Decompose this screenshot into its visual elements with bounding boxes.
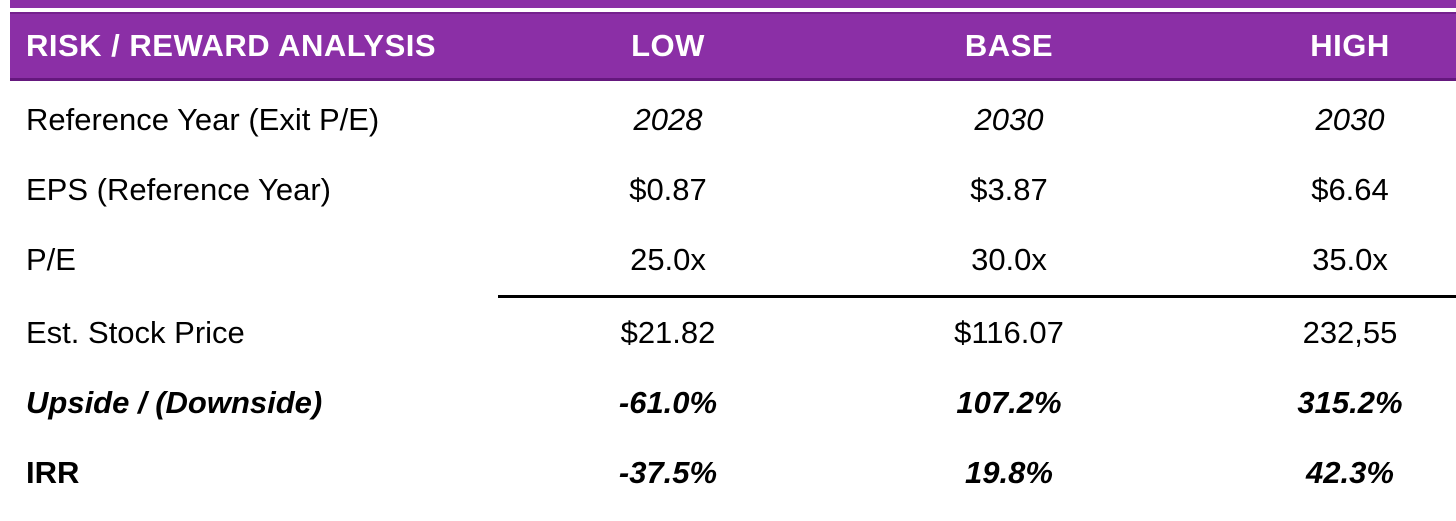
column-header-base: BASE	[964, 28, 1054, 63]
table-cell: 2030	[1315, 102, 1385, 137]
table-cell: -37.5%	[618, 455, 718, 490]
table-cell: 25.0x	[630, 242, 706, 277]
row-label: Upside / (Downside)	[26, 385, 323, 420]
table-cell: 42.3%	[1306, 455, 1394, 490]
table-cell: 30.0x	[971, 242, 1047, 277]
table-cell: 2030	[974, 102, 1044, 137]
row-label: EPS (Reference Year)	[26, 172, 332, 207]
table-row: EPS (Reference Year) $0.87 $3.87 $6.64	[0, 155, 1456, 225]
table-row: IRR -37.5% 19.8% 42.3%	[0, 438, 1456, 508]
table-row: Upside / (Downside) -61.0% 107.2% 315.2%	[0, 368, 1456, 438]
table-row: Reference Year (Exit P/E) 2028 2030 2030	[0, 85, 1456, 155]
row-label: P/E	[26, 242, 76, 277]
table-cell: 35.0x	[1312, 242, 1388, 277]
table-cell: 315.2%	[1297, 385, 1403, 420]
table-row: P/E 25.0x 30.0x 35.0x	[0, 225, 1456, 295]
column-header-high: HIGH	[1310, 28, 1390, 63]
table-title: RISK / REWARD ANALYSIS	[26, 28, 437, 63]
table-row: Est. Stock Price $21.82 $116.07 232,55	[0, 298, 1456, 368]
table-cell: $3.87	[970, 172, 1048, 207]
table-cell: 232,55	[1302, 315, 1398, 350]
table-cell: 2028	[633, 102, 703, 137]
table-cell: 107.2%	[956, 385, 1062, 420]
table-cell: -61.0%	[618, 385, 718, 420]
table-cell: 19.8%	[965, 455, 1053, 490]
table-cell: $6.64	[1311, 172, 1389, 207]
table-cell: $116.07	[954, 315, 1064, 350]
table-body: Reference Year (Exit P/E) 2028 2030 2030 EPS…	[0, 85, 1456, 508]
table-cell: $21.82	[620, 315, 716, 350]
column-divider-line	[498, 295, 1456, 298]
table-cell: $0.87	[629, 172, 707, 207]
column-header-low: LOW	[631, 28, 705, 63]
row-label: Est. Stock Price	[26, 315, 245, 350]
row-label: IRR	[26, 455, 80, 490]
table-header-bar: RISK / REWARD ANALYSIS LOW BASE HIGH	[10, 12, 1456, 81]
top-purple-strip	[10, 0, 1456, 8]
row-label: Reference Year (Exit P/E)	[26, 102, 380, 137]
